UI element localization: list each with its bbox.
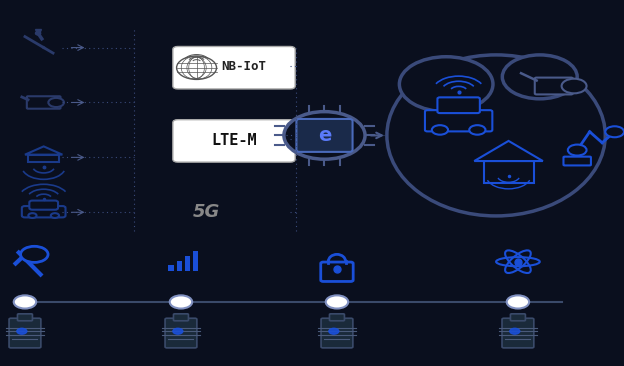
FancyBboxPatch shape <box>165 318 197 348</box>
FancyBboxPatch shape <box>321 318 353 348</box>
Bar <box>185 256 190 271</box>
Circle shape <box>562 79 587 93</box>
FancyBboxPatch shape <box>17 314 32 321</box>
Bar <box>193 251 198 271</box>
Text: 5G: 5G <box>192 203 220 221</box>
Circle shape <box>49 98 64 107</box>
FancyBboxPatch shape <box>563 157 591 165</box>
FancyBboxPatch shape <box>329 314 344 321</box>
Polygon shape <box>28 155 59 162</box>
FancyBboxPatch shape <box>296 119 353 152</box>
FancyBboxPatch shape <box>425 110 492 131</box>
Circle shape <box>173 328 183 334</box>
Polygon shape <box>484 161 534 183</box>
Polygon shape <box>474 141 543 161</box>
FancyBboxPatch shape <box>22 206 66 217</box>
FancyBboxPatch shape <box>9 318 41 348</box>
Circle shape <box>432 125 448 135</box>
Circle shape <box>170 295 192 309</box>
Circle shape <box>399 57 493 112</box>
Bar <box>177 261 182 271</box>
Text: NB-IoT: NB-IoT <box>222 60 266 73</box>
Circle shape <box>14 295 36 309</box>
FancyBboxPatch shape <box>321 262 353 281</box>
Text: LTE-M: LTE-M <box>211 134 257 148</box>
Circle shape <box>284 112 365 159</box>
Ellipse shape <box>387 55 605 216</box>
FancyBboxPatch shape <box>173 120 295 162</box>
Circle shape <box>17 328 27 334</box>
FancyBboxPatch shape <box>27 96 61 109</box>
FancyBboxPatch shape <box>535 78 573 94</box>
Circle shape <box>605 126 624 137</box>
FancyBboxPatch shape <box>437 97 480 113</box>
Circle shape <box>502 55 577 99</box>
Circle shape <box>51 213 59 218</box>
FancyBboxPatch shape <box>29 201 58 210</box>
Circle shape <box>326 295 348 309</box>
Polygon shape <box>25 146 62 155</box>
Circle shape <box>329 328 339 334</box>
Circle shape <box>510 328 520 334</box>
Bar <box>168 265 174 271</box>
Circle shape <box>28 213 37 218</box>
FancyBboxPatch shape <box>173 314 188 321</box>
FancyBboxPatch shape <box>173 46 295 89</box>
Circle shape <box>507 295 529 309</box>
FancyBboxPatch shape <box>510 314 525 321</box>
FancyBboxPatch shape <box>502 318 534 348</box>
Text: e: e <box>318 126 331 145</box>
Circle shape <box>469 125 485 135</box>
Circle shape <box>568 145 587 156</box>
Circle shape <box>21 246 48 262</box>
